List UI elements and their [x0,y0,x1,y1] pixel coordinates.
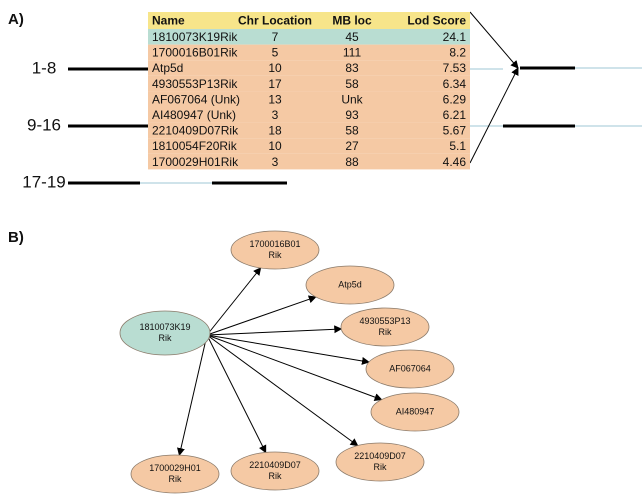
table-cell: 5.1 [449,139,466,153]
edge [177,334,208,457]
table-row [148,153,470,170]
table-cell: 6.21 [443,108,467,122]
edge [206,334,383,401]
table-cell: 6.34 [443,77,467,91]
table-cell: 5.67 [443,124,467,138]
edge [206,334,370,365]
table-row [148,91,470,107]
network: 1810073K19Rik1700016B01RikAtp5d4930553P1… [119,230,460,494]
row-label: 9-16 [27,115,61,134]
node-label: Rik [374,462,387,472]
panel-label: B) [8,229,24,246]
table-row [148,75,470,92]
table-cell: 6.29 [443,92,467,106]
edge [206,334,267,454]
table-cell: 10 [268,139,282,153]
panel-label: A) [8,11,24,28]
table-cell: 111 [343,46,362,60]
table-cell: 7 [272,30,279,44]
column-header: Name [152,14,185,28]
table-row [148,138,470,154]
column-header: Lod Score [407,14,466,28]
table-cell: 1700029H01Rik [152,155,239,169]
table-cell: 93 [345,108,359,122]
node-label: Rik [169,474,182,484]
node [230,230,320,270]
table-cell: 3 [272,155,279,169]
table-cell: 88 [345,155,359,169]
node-label: 4930553P13 [359,316,410,326]
table-cell: 1700016B01Rik [152,46,238,60]
table-cell: 13 [268,92,282,106]
table-cell: 24.1 [443,30,467,44]
node-label: 2210409D07 [249,460,301,470]
table-cell: 4930553P13Rik [152,77,238,91]
table-cell: 45 [345,30,359,44]
table-cell: 17 [268,77,282,91]
edge [206,325,343,336]
edge [206,334,359,447]
row-label: 1-8 [32,58,57,77]
table-cell: 5 [272,46,279,60]
node-label: Rik [269,250,282,260]
edge [206,295,317,336]
node [340,307,430,347]
node [119,310,211,356]
table-cell: 7.53 [443,61,467,75]
table-cell: 10 [268,61,282,75]
node-label: Rik [159,333,172,343]
node-label: 1700029H01 [149,463,201,473]
header-row [148,12,470,29]
table-cell: 3 [272,108,279,122]
table-cell: 58 [345,124,359,138]
table-row [148,29,470,45]
node [365,349,455,389]
node-label: 1810073K19 [139,322,190,332]
table-row [148,44,470,61]
table-row [148,60,470,76]
node-label: AI480947 [396,406,435,416]
node-label: AF067064 [389,363,431,373]
table-cell: 58 [345,77,359,91]
table-cell: 83 [345,61,359,75]
node-label: 2210409D07 [354,451,406,461]
table-row [148,122,470,139]
node [305,265,395,305]
table-cell: 1810073K19Rik [152,30,238,44]
table-cell: 1810054F20Rik [152,139,238,153]
node [370,392,460,432]
node [230,451,320,491]
table: Name Chr Location MB loc Lod Score 1810073K1… [148,12,470,170]
node-label: Rik [269,471,282,481]
node [335,442,425,482]
row-label: 17-19 [22,172,65,191]
table-cell: 27 [345,139,359,153]
node-label: Atp5d [338,279,362,289]
table-cell: 2210409D07Rik [152,124,239,138]
edge [206,267,262,336]
lines [68,11,642,185]
table-cell: 8.2 [449,46,466,60]
node-label: 1700016B01 [249,239,300,249]
table-cell: 4.46 [443,155,467,169]
table-cell: Atp5d [152,61,183,75]
node-label: Rik [379,327,392,337]
node [130,454,220,494]
table-cell: Unk [341,92,363,106]
table-cell: AF067064 (Unk) [152,92,240,106]
table-cell: AI480947 (Unk) [152,108,236,122]
table-cell: 18 [268,124,282,138]
column-header: Chr Location [238,14,312,28]
table-row [148,107,470,123]
column-header: MB loc [332,14,372,28]
